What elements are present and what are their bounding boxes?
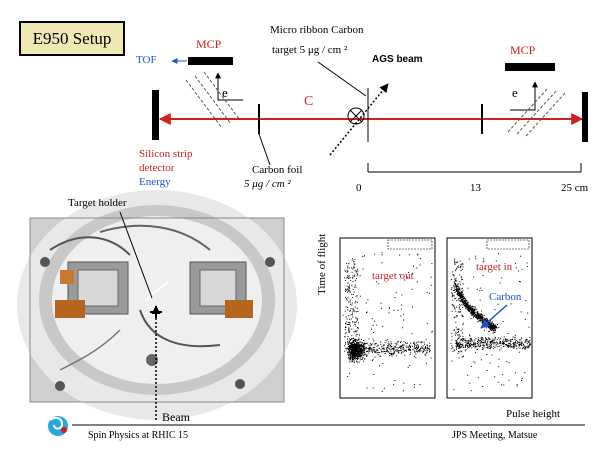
footer-right: JPS Meeting, Matsue <box>452 430 538 441</box>
left-e-label: e <box>222 85 228 100</box>
plot-xlabel: Pulse height <box>506 408 561 420</box>
distance-scale <box>367 163 582 173</box>
right-detector <box>582 92 588 142</box>
target-label-line1: Micro ribbon Carbon <box>270 24 364 36</box>
silicon-label-line2: detector <box>139 162 175 174</box>
left-electron-path <box>215 72 243 101</box>
left-mcp-bar <box>188 57 233 65</box>
plot-ylabel: Time of flight <box>316 233 328 295</box>
target-symbol <box>347 107 365 125</box>
slide-title: E950 Setup <box>19 21 125 56</box>
right-electron-path <box>510 81 538 111</box>
beam-label: Beam <box>162 410 190 424</box>
carbon-foil-label-line2: 5 μg / cm ² <box>244 178 291 190</box>
tof-label: TOF <box>136 54 157 66</box>
carbon-arrow <box>480 304 508 329</box>
carbon-foil-leader <box>258 133 271 166</box>
left-silicon-detector <box>152 90 159 140</box>
footer-left: Spin Physics at RHIC 15 <box>88 430 189 441</box>
target-holder-label: Target holder <box>68 197 127 209</box>
ags-beam-arrow <box>329 83 389 156</box>
energy-label: Energy <box>139 176 171 188</box>
scale-label-13: 13 <box>470 182 481 194</box>
left-mcp-label: MCP <box>196 37 222 51</box>
right-mcp-bar <box>505 63 555 71</box>
ags-beam-label: AGS beam <box>372 54 423 65</box>
target-leader <box>317 61 367 97</box>
scale-label-0: 0 <box>356 182 362 194</box>
left-plot-header <box>387 239 433 250</box>
silicon-label-line1: Silicon strip <box>139 148 193 160</box>
target-holder-photo <box>17 190 297 420</box>
right-mcp-label: MCP <box>510 43 536 57</box>
right-plot-header <box>486 239 530 250</box>
left-grid <box>185 71 241 129</box>
carbon-plot-label: Carbon <box>489 291 522 303</box>
scale-label-25: 25 cm <box>561 182 589 194</box>
carbon-beam-label: C <box>304 94 314 109</box>
target-label-line2: target 5 μg / cm ² <box>272 44 348 56</box>
scatter-left-points <box>342 252 433 392</box>
logo-icon <box>48 416 68 436</box>
target-holder-leader <box>119 211 153 299</box>
target-in-label: target in <box>476 261 513 273</box>
target-out-label: target out <box>372 270 414 282</box>
carbon-foil-label-line1: Carbon foil <box>252 164 303 176</box>
right-e-label: e <box>512 85 518 100</box>
